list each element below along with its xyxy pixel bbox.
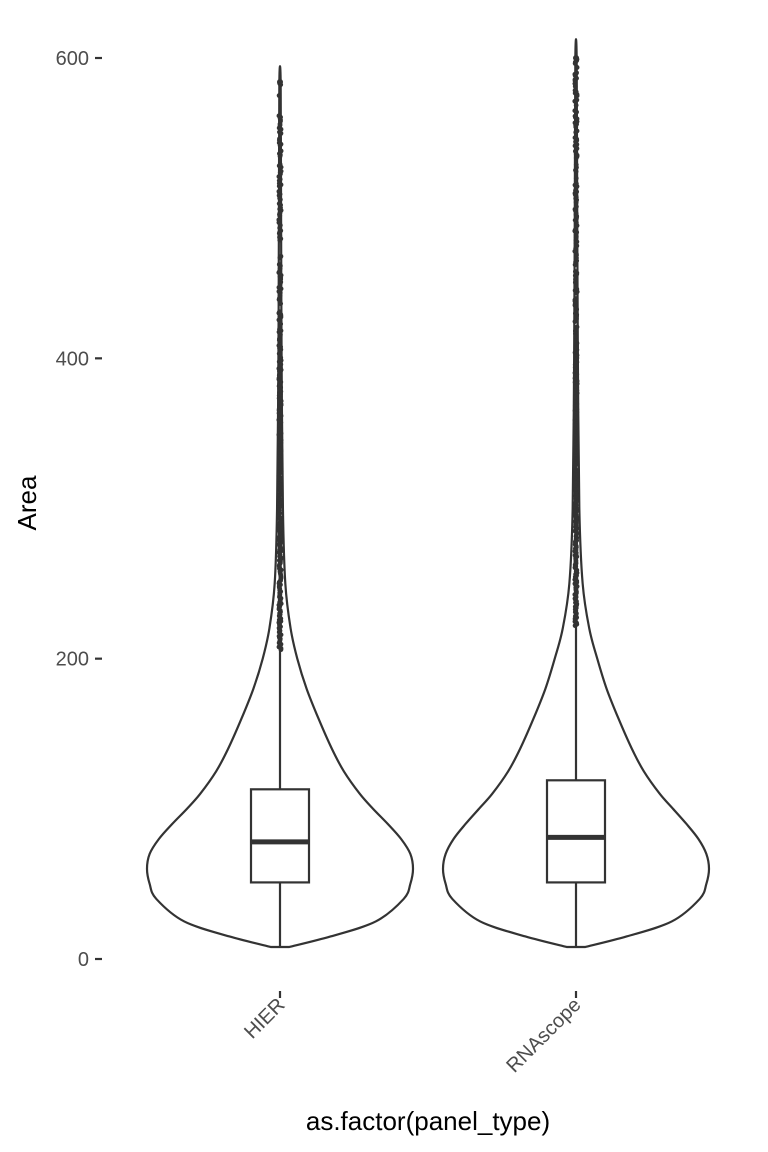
outlier-point: [573, 204, 579, 210]
outlier-point: [276, 189, 282, 194]
outlier-point: [276, 262, 282, 267]
outlier-point: [572, 88, 578, 93]
outlier-point: [278, 253, 284, 259]
y-tick-label: 600: [56, 48, 89, 70]
outlier-point: [276, 285, 282, 290]
outlier-point: [573, 175, 579, 181]
outlier-point: [573, 338, 579, 343]
violins: [145, 38, 711, 949]
outlier-point: [574, 65, 580, 70]
outlier-point: [574, 70, 579, 76]
outlier-point: [276, 93, 282, 98]
outlier-point: [573, 55, 579, 61]
outlier-point: [277, 162, 283, 167]
box: [249, 788, 311, 884]
outlier-point: [277, 79, 283, 86]
outlier-point: [277, 309, 282, 315]
y-axis: 0 200 400 600: [56, 48, 102, 971]
x-axis-title: as.factor(panel_type): [306, 1106, 550, 1136]
outlier-point: [574, 324, 580, 330]
outlier-point: [276, 113, 282, 119]
outlier-point: [572, 227, 578, 233]
violin-hier: [145, 65, 415, 949]
outlier-point: [572, 269, 578, 274]
outlier-point: [574, 286, 580, 292]
y-tick-label: 200: [56, 649, 89, 671]
outlier-point: [278, 168, 284, 174]
violin-rnascope: [441, 38, 711, 949]
outlier-point: [573, 181, 579, 187]
outlier-point: [277, 136, 282, 142]
outlier-point: [573, 296, 579, 301]
outlier-point: [572, 113, 578, 119]
y-axis-title: Area: [12, 475, 42, 530]
outlier-point: [572, 108, 578, 114]
x-tick-label: RNAscope: [502, 994, 585, 1077]
outlier-point: [572, 135, 578, 141]
outlier-point: [276, 217, 282, 223]
outlier-point: [573, 162, 579, 168]
y-tick-label: 400: [56, 348, 89, 370]
outlier-point: [573, 102, 579, 108]
outlier-point: [573, 188, 578, 193]
box: [545, 779, 607, 884]
x-tick-label: HIER: [240, 994, 289, 1043]
outlier-point: [574, 97, 580, 103]
outlier-point: [572, 311, 578, 316]
x-axis: HIER RNAscope: [240, 991, 586, 1077]
outlier-point: [278, 148, 284, 154]
outlier-point: [574, 128, 580, 134]
outlier-point: [276, 343, 282, 348]
outlier-point: [276, 201, 282, 207]
y-tick-label: 0: [78, 949, 89, 971]
